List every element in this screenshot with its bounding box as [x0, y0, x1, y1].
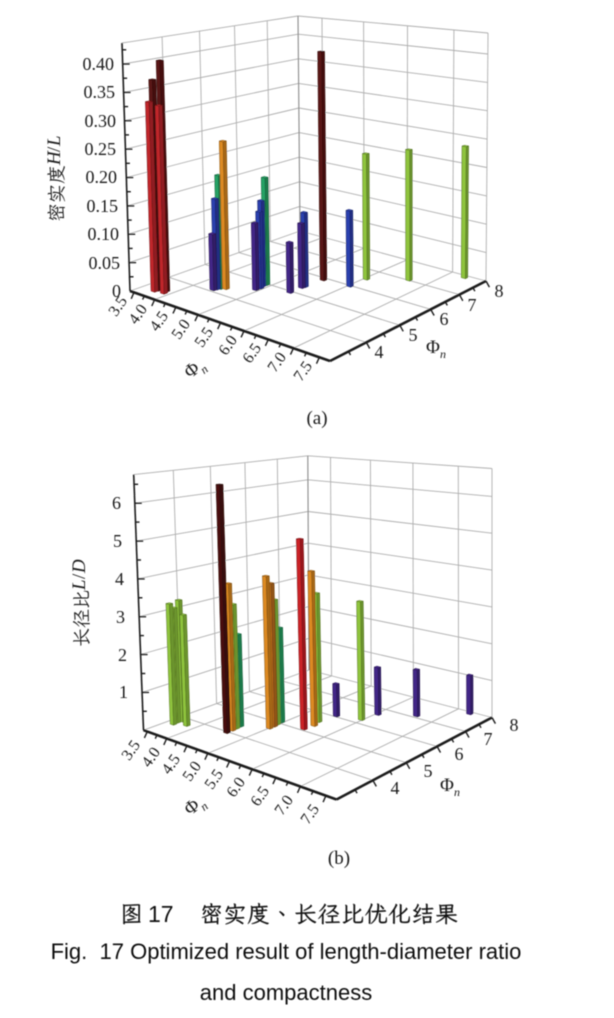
svg-text:(a): (a) — [306, 408, 327, 429]
svg-text:0.25: 0.25 — [85, 139, 117, 159]
svg-text:2: 2 — [118, 645, 127, 665]
svg-text:4: 4 — [375, 342, 384, 362]
svg-text:(b): (b) — [328, 848, 350, 869]
svg-text:17: 17 — [148, 901, 174, 927]
svg-text:D: D — [69, 559, 90, 574]
svg-text:Fig. 17 Optimized result of l: Fig. 17 Optimized result of length-diame… — [51, 939, 522, 964]
svg-text:0.40: 0.40 — [83, 54, 115, 74]
svg-text:Φ: Φ — [426, 337, 440, 358]
svg-text:6: 6 — [112, 493, 121, 513]
svg-text:and compactness: and compactness — [200, 980, 372, 1005]
svg-text:n: n — [454, 785, 460, 799]
svg-text:0.30: 0.30 — [85, 111, 117, 131]
svg-text:0: 0 — [112, 281, 121, 301]
svg-text:7: 7 — [484, 729, 493, 749]
svg-text:0.20: 0.20 — [86, 167, 118, 187]
svg-text:/: / — [44, 146, 65, 152]
svg-text:5: 5 — [409, 325, 418, 345]
svg-text:H: H — [44, 150, 65, 166]
svg-text:L: L — [69, 579, 90, 591]
svg-text:0.10: 0.10 — [88, 224, 120, 244]
svg-text:0.35: 0.35 — [84, 82, 116, 102]
svg-text:Φ: Φ — [440, 775, 454, 796]
svg-text:n: n — [440, 347, 446, 361]
svg-text:5: 5 — [113, 531, 122, 551]
svg-text:1: 1 — [119, 682, 128, 702]
svg-text:7: 7 — [468, 295, 477, 315]
svg-text:4: 4 — [115, 569, 124, 589]
svg-text:L: L — [44, 135, 65, 147]
svg-text:/: / — [69, 573, 90, 579]
svg-text:6: 6 — [440, 309, 449, 329]
svg-text:4: 4 — [391, 778, 400, 798]
svg-text:5: 5 — [424, 761, 433, 781]
svg-text:8: 8 — [510, 715, 519, 735]
svg-text:8: 8 — [495, 281, 504, 301]
svg-text:0.15: 0.15 — [87, 196, 119, 216]
svg-text:3: 3 — [116, 607, 125, 627]
svg-text:6: 6 — [455, 744, 464, 764]
svg-text:0.05: 0.05 — [89, 253, 121, 273]
